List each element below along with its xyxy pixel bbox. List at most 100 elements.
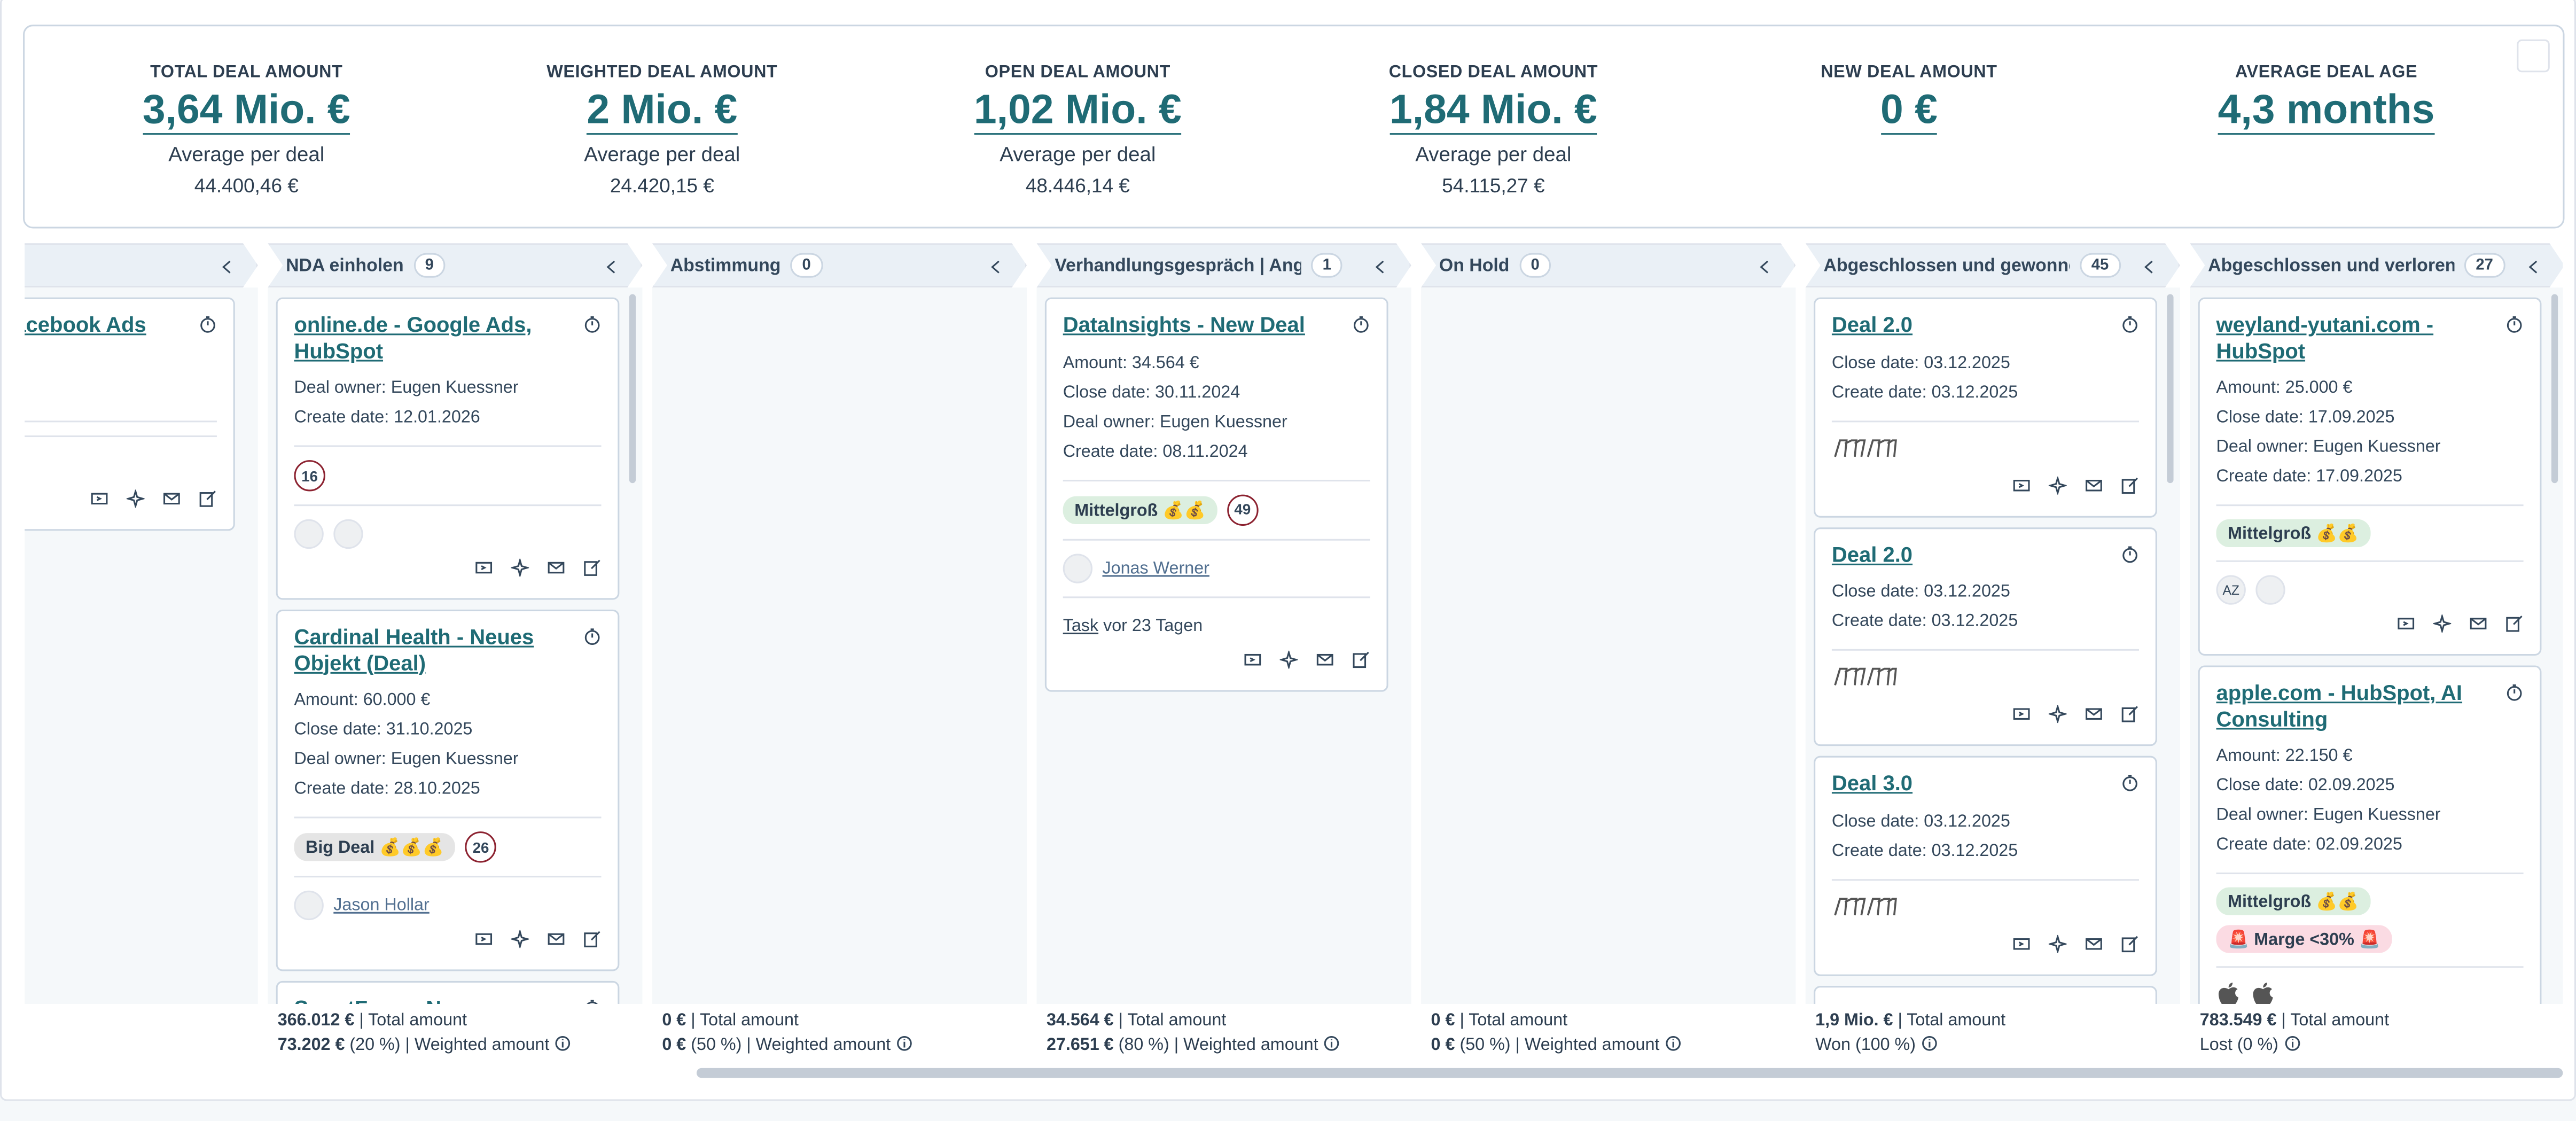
deal-title[interactable]: weyland-yutani.com - HubSpot [2216,312,2434,363]
deal-card[interactable]: weyland-yutani.com - HubSpot Amount: 25.0… [2198,297,2542,656]
timer-icon[interactable] [2121,541,2139,571]
kpi-value[interactable]: 0 € [1880,87,1938,135]
timer-icon[interactable] [2505,680,2524,710]
owner-name[interactable]: Jason Hollar [333,896,430,915]
deal-title[interactable]: Deal 3.0 [1831,770,1913,796]
deal-card[interactable]: DataInsights - New Deal Amount: 34.564 € C… [1044,297,1388,691]
collapse-button[interactable] [987,258,1005,281]
horizontal-scrollbar[interactable] [696,1068,2563,1078]
deal-title[interactable]: Deal 3.0 [1832,1000,2096,1004]
ai-button[interactable] [125,486,146,515]
timer-icon[interactable] [1352,312,1370,341]
ai-button[interactable] [2047,931,2068,960]
deal-title[interactable]: Deal 2.0 [1831,541,1913,566]
deal-title[interactable]: Cardinal Health - Neues Objekt (Deal) [294,624,534,675]
owner-name[interactable]: Jonas Werner [1102,558,1209,578]
preview-button[interactable] [90,486,108,515]
deal-title[interactable]: online.de - Google Ads, HubSpot [294,312,532,363]
preview-button[interactable] [475,555,493,585]
preview-button[interactable] [2012,472,2031,502]
ai-button[interactable] [2047,472,2068,502]
email-button[interactable] [2085,702,2103,731]
kpi-value[interactable]: 1,02 Mio. € [973,87,1182,135]
info-icon[interactable] [2283,1036,2301,1056]
deal-title[interactable]: SmartFarm - Neues Objekt (Deal) [294,996,558,1004]
edit-button[interactable] [199,486,217,515]
footer-text: (50 %) | Weighted amount [686,1035,891,1055]
ai-button[interactable] [2431,611,2453,641]
deal-card[interactable]: Deal 2.0 Close date: 03.12.2025 Create dat… [1814,297,2157,517]
deal-card[interactable]: der.org - Facebook Ads gen Kuessner.01.20… [25,297,235,530]
edit-button[interactable] [2121,472,2139,502]
preview-button[interactable] [2012,931,2031,960]
deal-card[interactable]: Cardinal Health - Neues Objekt (Deal) Amo… [276,609,620,971]
info-icon[interactable] [1323,1036,1341,1056]
email-button[interactable] [1316,647,1334,676]
ai-button[interactable] [2047,702,2068,731]
scrollbar[interactable] [629,294,636,484]
ai-button[interactable] [1278,647,1299,676]
deal-card[interactable]: apple.com - HubSpot, AI Consulting Amount… [2198,665,2542,1004]
settings-button[interactable] [2517,39,2550,73]
deal-card[interactable]: Deal 2.0 Close date: 03.12.2025 Create dat… [1814,526,2157,746]
preview-button[interactable] [2397,611,2415,641]
deal-card[interactable]: Deal 3.0 [1814,985,2157,1004]
scrollbar[interactable] [2551,294,2558,484]
email-button[interactable] [162,486,181,515]
kpi-value[interactable]: 1,84 Mio. € [1389,87,1597,135]
footer-amount: 366.012 € [277,1010,355,1031]
info-icon[interactable] [895,1036,914,1056]
collapse-button[interactable] [2525,258,2543,281]
footer-amount: 0 € [1431,1010,1455,1031]
ai-button[interactable] [509,927,530,956]
edit-button[interactable] [2121,931,2139,960]
preview-button[interactable] [475,927,493,956]
info-icon[interactable] [555,1036,573,1056]
timer-icon[interactable] [2505,312,2524,341]
timer-icon[interactable] [583,312,602,341]
deal-title[interactable]: DataInsights - New Deal [1063,312,1305,337]
timer-icon[interactable] [2121,1000,2139,1004]
deal-card[interactable]: SmartFarm - Neues Objekt (Deal) [276,980,620,1004]
info-icon[interactable] [1921,1036,1939,1056]
email-button[interactable] [2085,472,2103,502]
footer-text: | Total amount [2276,1010,2390,1031]
deal-card[interactable]: online.de - Google Ads, HubSpot Deal owne… [276,297,620,600]
kpi-value[interactable]: 3,64 Mio. € [142,87,350,135]
preview-button[interactable] [2012,702,2031,731]
deal-field: .01.2026 [25,377,217,407]
edit-button[interactable] [1352,647,1370,676]
ai-button[interactable] [509,555,530,585]
edit-button[interactable] [583,927,602,956]
task-link[interactable]: Task [1063,615,1099,635]
preview-button[interactable] [1244,647,1262,676]
email-button[interactable] [547,927,565,956]
deal-title[interactable]: Deal 2.0 [1831,312,1913,337]
collapse-button[interactable] [603,258,621,281]
deal-card[interactable]: Deal 3.0 Close date: 03.12.2025 Create dat… [1814,756,2157,976]
timer-icon[interactable] [2121,770,2139,800]
email-button[interactable] [2469,611,2487,641]
collapse-button[interactable] [1756,258,1774,281]
timer-icon[interactable] [583,625,602,654]
timer-icon[interactable] [583,996,602,1004]
scrollbar[interactable] [2167,294,2174,484]
deal-field: Close date: 03.12.2025 [1831,811,2010,831]
collapse-button[interactable] [1372,258,1390,281]
deal-field: Deal owner: Eugen Kuessner [1063,411,1287,432]
collapse-button[interactable] [218,258,237,281]
timer-icon[interactable] [2121,312,2139,341]
collapse-button[interactable] [2141,258,2159,281]
deal-title[interactable]: der.org - Facebook Ads [25,312,146,337]
timer-icon[interactable] [199,312,217,341]
email-button[interactable] [547,555,565,585]
kpi-value[interactable]: 4,3 months [2218,87,2435,135]
edit-button[interactable] [2121,702,2139,731]
info-icon[interactable] [1665,1036,1683,1056]
edit-button[interactable] [2505,611,2524,641]
kpi-label: AVERAGE DEAL AGE [2235,62,2418,82]
deal-title[interactable]: apple.com - HubSpot, AI Consulting [2216,680,2463,730]
email-button[interactable] [2085,931,2103,960]
kpi-value[interactable]: 2 Mio. € [587,87,738,135]
edit-button[interactable] [583,555,602,585]
